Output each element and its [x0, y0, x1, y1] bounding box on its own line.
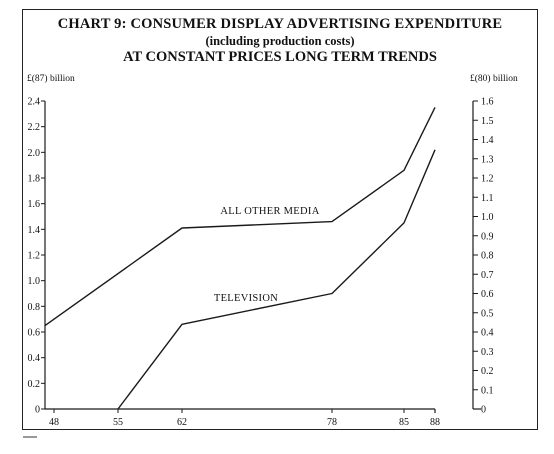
chart-title: CHART 9: CONSUMER DISPLAY ADVERTISING EX… [57, 16, 503, 32]
x-tick-label: 85 [399, 417, 409, 428]
left-axis-unit-label: £(87) billion [27, 74, 75, 84]
y-tick-label-right: 0.9 [481, 231, 494, 242]
y-tick-label-left: 0 [35, 405, 40, 416]
y-tick-label-left: 0.8 [28, 302, 41, 313]
x-tick-label: 48 [49, 417, 59, 428]
chart-subtitle: (including production costs) [205, 34, 355, 48]
y-tick-label-right: 0.6 [481, 289, 494, 300]
y-tick-label-right: 0.7 [481, 270, 494, 281]
y-tick-label-right: 1.5 [481, 116, 494, 127]
y-tick-label-right: 0.8 [481, 251, 494, 262]
y-tick-label-right: 1.3 [481, 154, 494, 165]
y-tick-label-left: 1.6 [28, 199, 41, 210]
x-tick-label: 88 [430, 417, 440, 428]
y-tick-label-left: 1.8 [28, 174, 41, 185]
y-tick-label-left: 0.6 [28, 328, 41, 339]
y-tick-label-right: 0.4 [481, 328, 494, 339]
y-tick-label-right: 1.2 [481, 174, 494, 185]
y-tick-label-right: 0.2 [481, 366, 494, 377]
y-tick-label-left: 1.2 [28, 251, 41, 262]
y-tick-label-right: 1.1 [481, 193, 494, 204]
x-tick-label: 78 [327, 417, 337, 428]
y-tick-label-right: 0.5 [481, 308, 494, 319]
y-tick-label-left: 1.4 [28, 225, 41, 236]
y-tick-label-left: 1.0 [28, 276, 41, 287]
y-tick-label-left: 2.0 [28, 148, 41, 159]
right-axis-unit-label: £(80) billion [470, 74, 518, 84]
page-edge-mark [23, 436, 37, 438]
series-label: TELEVISION [214, 293, 278, 304]
y-tick-label-right: 1.6 [481, 97, 494, 108]
y-tick-label-right: 0.3 [481, 347, 494, 358]
series-label: ALL OTHER MEDIA [220, 206, 319, 217]
chart-frame [22, 9, 538, 430]
x-tick-label: 55 [113, 417, 123, 428]
y-tick-label-right: 1.4 [481, 135, 494, 146]
x-tick-label: 62 [177, 417, 187, 428]
chart-title-line3: AT CONSTANT PRICES LONG TERM TRENDS [123, 49, 437, 65]
y-tick-label-right: 0.1 [481, 385, 494, 396]
series-line-television [117, 149, 436, 410]
series-line-all-other-media [44, 107, 436, 327]
y-tick-label-left: 0.4 [28, 353, 41, 364]
y-tick-label-left: 2.4 [28, 97, 41, 108]
y-tick-label-right: 0 [481, 405, 486, 416]
y-tick-label-left: 2.2 [28, 122, 41, 133]
y-tick-label-right: 1.0 [481, 212, 494, 223]
y-tick-label-left: 0.2 [28, 379, 41, 390]
